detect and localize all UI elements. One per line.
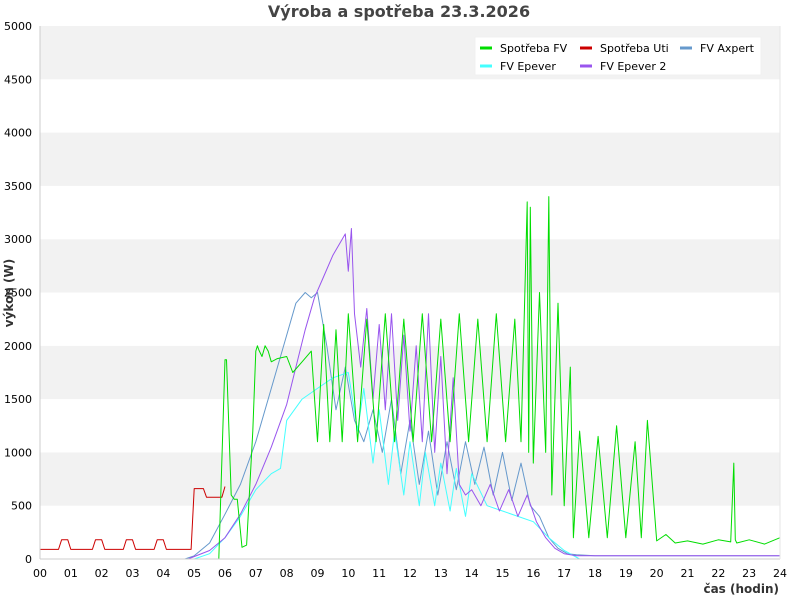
y-tick-label: 1000 [4, 446, 32, 459]
legend: Spotřeba FV Spotřeba Uti FV Axpert FV Epeve… [474, 36, 762, 76]
x-tick-label: 19 [619, 567, 633, 580]
x-tick-label: 05 [187, 567, 201, 580]
grid-band [40, 345, 780, 400]
legend-label: FV Epever 2 [600, 60, 666, 73]
x-tick-label: 08 [280, 567, 294, 580]
y-tick-label: 5000 [4, 20, 32, 33]
y-tick-label: 500 [11, 500, 32, 513]
x-tick-label: 10 [341, 567, 355, 580]
series-line-3 [194, 372, 580, 560]
x-tick-label: 16 [526, 567, 540, 580]
grid-band [40, 185, 780, 240]
y-tick-label: 0 [25, 553, 32, 566]
grid-band [40, 79, 780, 133]
axes [39, 26, 781, 560]
y-tick-label: 4500 [4, 73, 32, 86]
x-tick-label: 20 [650, 567, 664, 580]
grid-band [40, 452, 780, 506]
x-tick-label: 15 [496, 567, 510, 580]
x-tick-label: 12 [403, 567, 417, 580]
legend-label: FV Axpert [700, 42, 755, 55]
series-line-4 [187, 228, 780, 560]
legend-label: Spotřeba FV [500, 42, 568, 55]
legend-box [474, 36, 762, 76]
series-layer [40, 196, 781, 560]
legend-swatch [480, 46, 492, 50]
y-tick-label: 4000 [4, 127, 32, 140]
x-tick-label: 04 [156, 567, 170, 580]
y-tick-label: 1500 [4, 393, 32, 406]
legend-swatch [580, 46, 592, 50]
series-line-1 [40, 486, 226, 550]
y-tick-label: 3500 [4, 180, 32, 193]
x-tick-label: 00 [33, 567, 47, 580]
grid-band [40, 505, 780, 559]
chart-title: Výroba a spotřeba 23.3.2026 [268, 2, 530, 21]
x-tick-label: 24 [773, 567, 787, 580]
grid-bands [40, 26, 780, 559]
y-axis-label: výkon (W) [2, 259, 16, 327]
y-tick-label: 2000 [4, 340, 32, 353]
x-tick-label: 06 [218, 567, 232, 580]
x-tick-label: 22 [711, 567, 725, 580]
grid-band [40, 239, 780, 293]
x-tick-label: 17 [557, 567, 571, 580]
legend-label: FV Epever [500, 60, 556, 73]
x-tick-label: 13 [434, 567, 448, 580]
legend-swatch [480, 64, 492, 68]
x-tick-label: 21 [681, 567, 695, 580]
x-tick-label: 03 [126, 567, 140, 580]
legend-swatch [580, 64, 592, 68]
x-tick-label: 23 [742, 567, 756, 580]
grid-band [40, 132, 780, 186]
x-axis-label: čas (hodin) [703, 582, 779, 596]
series-line-0 [218, 196, 781, 560]
grid-band [40, 292, 780, 346]
y-tick-labels: 0 500 1000 1500 2000 2500 3000 3500 4000 4500 5000 [4, 20, 32, 566]
x-tick-label: 09 [311, 567, 325, 580]
x-tick-label: 18 [588, 567, 602, 580]
legend-swatch [680, 46, 692, 50]
x-tick-label: 14 [465, 567, 479, 580]
x-tick-labels: 00 01 02 03 04 05 06 07 08 09 10 11 12 13 14 15 16 17 18 19… [33, 567, 787, 580]
legend-label: Spotřeba Uti [600, 42, 669, 55]
y-tick-label: 2500 [4, 287, 32, 300]
y-tick-label: 3000 [4, 233, 32, 246]
x-tick-label: 02 [95, 567, 109, 580]
x-tick-label: 11 [372, 567, 386, 580]
x-tick-label: 01 [64, 567, 78, 580]
x-tick-label: 07 [249, 567, 263, 580]
